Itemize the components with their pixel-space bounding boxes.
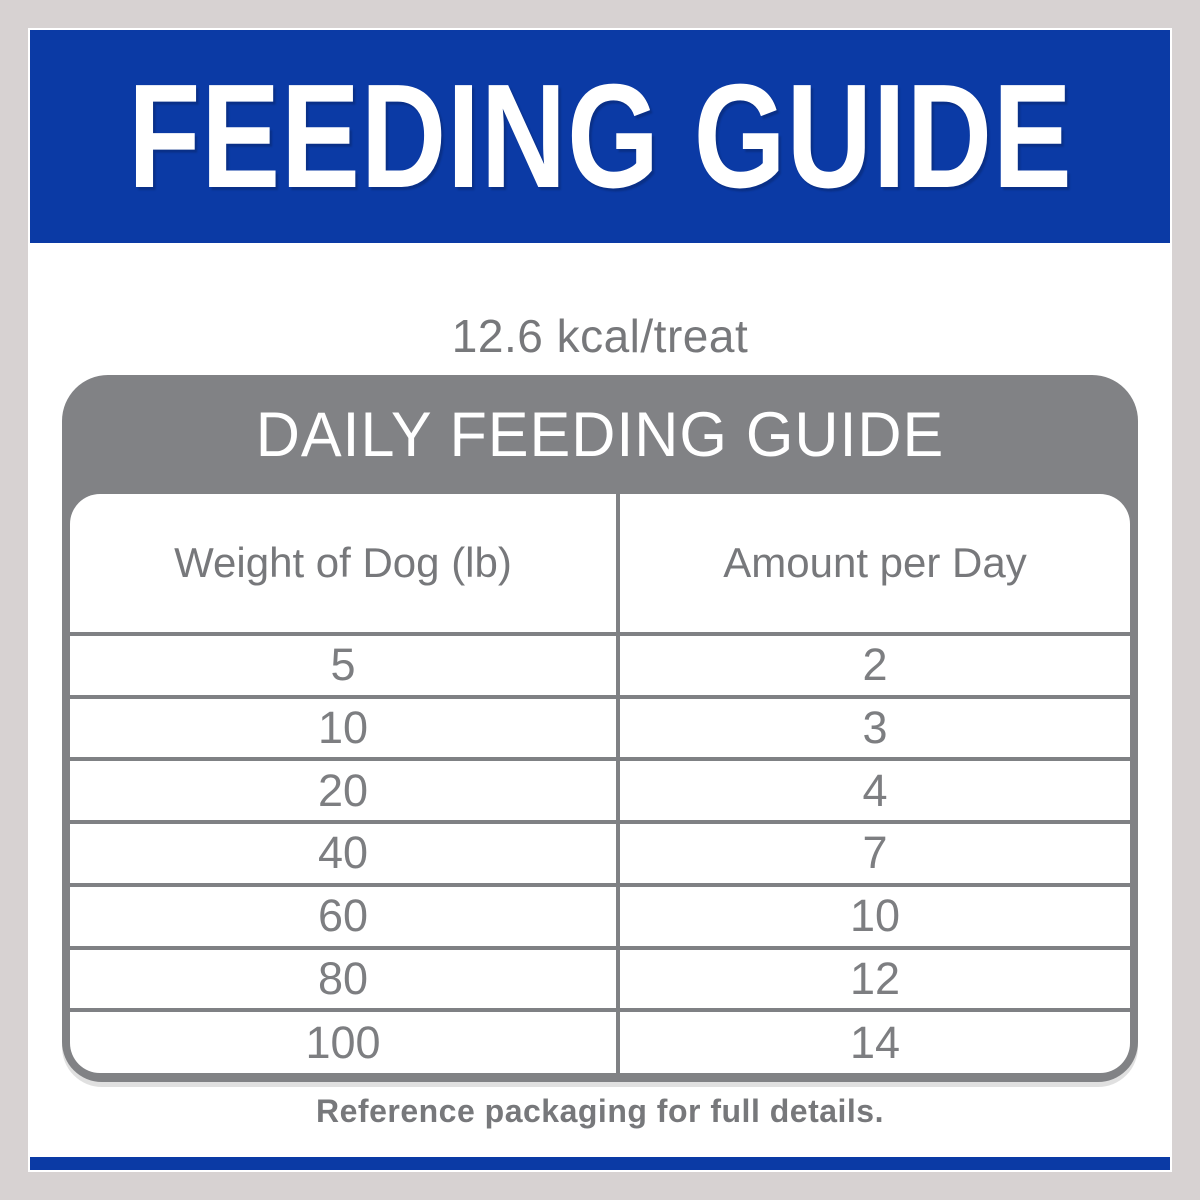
header-row: Weight of Dog (lb) Amount per Day bbox=[70, 494, 1130, 636]
kcal-per-treat-label: 12.6 kcal/treat bbox=[451, 310, 749, 362]
col-header-amount: Amount per Day bbox=[616, 494, 1130, 636]
weight-cell: 60 bbox=[70, 882, 621, 950]
page-title: FEEDING GUIDE bbox=[127, 53, 1073, 219]
amount-cell: 14 bbox=[616, 1008, 1130, 1073]
feeding-table-body: 5 2 10 3 20 4 40 7 60 10 80 12 100 14 bbox=[70, 632, 1130, 1073]
table-row: 80 12 bbox=[70, 945, 1130, 1013]
table-row: 60 10 bbox=[70, 882, 1130, 950]
bottom-accent-band bbox=[30, 1157, 1170, 1170]
col-header-weight: Weight of Dog (lb) bbox=[70, 494, 621, 636]
weight-cell: 100 bbox=[70, 1008, 621, 1073]
weight-cell: 20 bbox=[70, 757, 621, 825]
amount-cell: 7 bbox=[616, 820, 1130, 887]
weight-cell: 10 bbox=[70, 694, 621, 762]
panel-title: DAILY FEEDING GUIDE bbox=[255, 399, 945, 470]
footnote: Reference packaging for full details. bbox=[316, 1092, 884, 1129]
feeding-table-header: Weight of Dog (lb) Amount per Day bbox=[70, 494, 1130, 636]
daily-feeding-panel: DAILY FEEDING GUIDE Weight of Dog (lb) A… bbox=[62, 375, 1138, 1082]
amount-cell: 10 bbox=[616, 882, 1130, 950]
feeding-table: Weight of Dog (lb) Amount per Day 5 2 10 3 2… bbox=[70, 494, 1130, 1073]
weight-cell: 40 bbox=[70, 820, 621, 887]
weight-cell: 80 bbox=[70, 945, 621, 1013]
header-band: FEEDING GUIDE bbox=[30, 30, 1170, 243]
table-row: 10 3 bbox=[70, 694, 1130, 762]
feeding-guide-card: FEEDING GUIDE 12.6 kcal/treat DAILY FEED… bbox=[28, 28, 1172, 1172]
weight-cell: 5 bbox=[70, 632, 621, 699]
amount-cell: 3 bbox=[616, 694, 1130, 762]
table-row: 40 7 bbox=[70, 820, 1130, 887]
table-row: 20 4 bbox=[70, 757, 1130, 825]
feeding-table-wrap: Weight of Dog (lb) Amount per Day 5 2 10 3 2… bbox=[70, 494, 1130, 1073]
table-row: 100 14 bbox=[70, 1008, 1130, 1073]
amount-cell: 4 bbox=[616, 757, 1130, 825]
amount-cell: 2 bbox=[616, 632, 1130, 699]
amount-cell: 12 bbox=[616, 945, 1130, 1013]
